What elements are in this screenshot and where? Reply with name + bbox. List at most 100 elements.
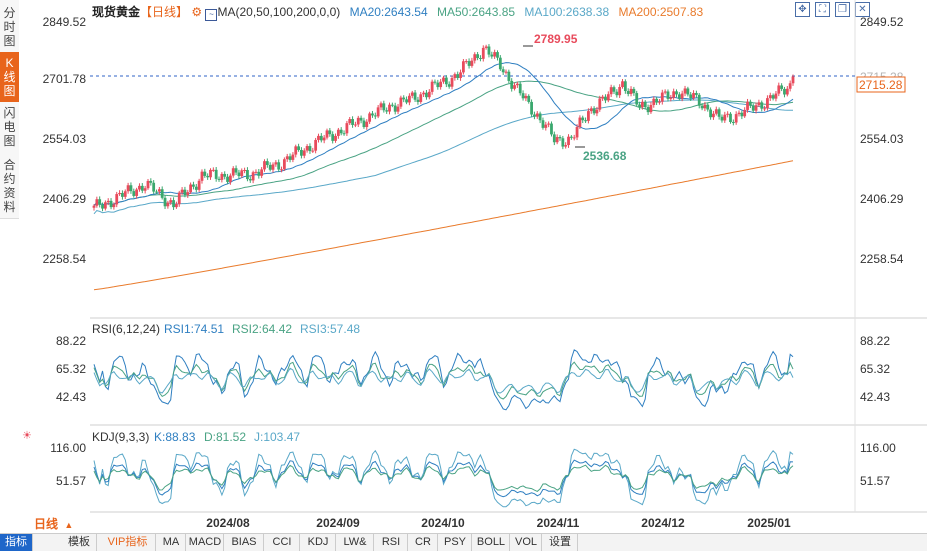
candle-body [365,121,369,128]
candle-body [459,72,462,79]
tab-flash[interactable]: 闪电图 [0,102,19,157]
tab-templates[interactable]: 模板 [62,534,97,551]
rsi1-value: RSI1:74.51 [164,322,224,336]
y-tick-left-4: 2406.29 [43,192,87,206]
candle-body [641,101,644,108]
rsi-tick-left-1: 88.22 [56,334,86,348]
candle-body [791,76,795,84]
fullscreen-icon[interactable]: ⛶ [815,2,830,17]
candle-body [652,98,656,105]
sun-icon[interactable]: ☀ [22,430,32,442]
tab-cci[interactable]: CCI [265,534,300,551]
candle-body [587,111,590,121]
candle-body [746,101,749,110]
y-tick-right-3: 2554.03 [860,132,904,146]
tab-settings[interactable]: 设置 [543,534,578,551]
restore-icon[interactable]: ❐ [835,2,850,17]
candle-body [427,91,431,98]
candle-body [152,182,156,192]
tab-kdj[interactable]: KDJ [301,534,336,551]
candle-body [643,101,647,108]
candle-body [226,176,229,182]
kdj-d-line [93,464,794,492]
candle-body [260,169,264,176]
candle-body [362,120,366,128]
candle-body [297,146,300,150]
candle-body [393,105,397,112]
candle-body [280,169,283,171]
move-icon[interactable]: ✥ [795,2,810,17]
candle-body [558,137,562,139]
high-label: 2789.95 [534,32,578,46]
candle-body [689,94,693,99]
candle-body [390,104,394,106]
candle-body [308,146,312,152]
x-label-2024-10: 2024/10 [421,516,465,530]
tab-rsi[interactable]: RSI [375,534,408,551]
ma50-line [93,80,794,207]
tab-bias[interactable]: BIAS [225,534,264,551]
candle-body [192,184,195,187]
tab-cr[interactable]: CR [409,534,438,551]
candle-body [371,113,374,116]
tab-macd[interactable]: MACD [187,534,224,551]
period-selector[interactable]: 日线 ▲ [0,516,88,533]
candle-body [723,114,727,121]
candle-body [328,130,332,135]
candle-body [658,101,661,103]
candle-body [567,136,570,146]
tab-lw[interactable]: LW& [337,534,374,551]
candle-body [581,117,585,121]
tab-psy[interactable]: PSY [439,534,472,551]
candle-body [251,172,255,181]
candle-body [513,85,516,89]
candle-body [396,106,400,112]
candle-body [592,108,596,114]
candle-body [118,192,121,195]
candle-body [470,60,474,66]
candle-body [680,93,684,99]
candle-body [112,204,116,208]
candle-body [629,88,633,94]
tab-indicators[interactable]: 指标 [0,534,33,551]
kdj-label: KDJ(9,3,3) [92,430,149,444]
candle-body [774,93,778,99]
candle-body [481,47,485,59]
candle-body [672,91,676,98]
candle-body [169,200,173,203]
candle-body [214,169,218,179]
y-tick-left-1: 2849.52 [43,15,87,29]
candle-body [663,91,667,93]
tab-vip-indicators[interactable]: VIP指标 [100,534,156,551]
tab-contract-info[interactable]: 合约资料 [0,154,19,219]
candle-body [243,170,246,172]
candle-body [555,137,559,143]
candle-body [177,192,181,205]
candle-body [461,61,465,73]
candle-body [615,91,619,96]
gear-icon[interactable]: ⚙ [191,5,203,19]
candle-body [274,162,278,165]
candle-body [479,58,482,60]
candle-body [700,105,704,109]
candle-body [720,116,724,121]
kdj-tick-right-2: 51.57 [860,474,890,488]
tab-ma[interactable]: MA [157,534,186,551]
tab-vol[interactable]: VOL [511,534,542,551]
symbol-name: 现货黄金 [92,5,141,19]
tab-timeshare[interactable]: 分时图 [0,0,19,57]
candle-body [408,95,411,103]
ma-config-icon[interactable]: ~ [205,9,218,21]
candle-body [609,87,613,95]
candle-body [564,145,568,147]
tab-kline[interactable]: K线图 [0,52,19,105]
candle-body [510,80,514,89]
candle-body [439,81,443,88]
candle-body [731,122,735,124]
candle-body [257,171,261,176]
candle-body [399,97,403,107]
candle-body [368,113,372,122]
tab-boll[interactable]: BOLL [473,534,510,551]
candle-body [331,134,335,141]
